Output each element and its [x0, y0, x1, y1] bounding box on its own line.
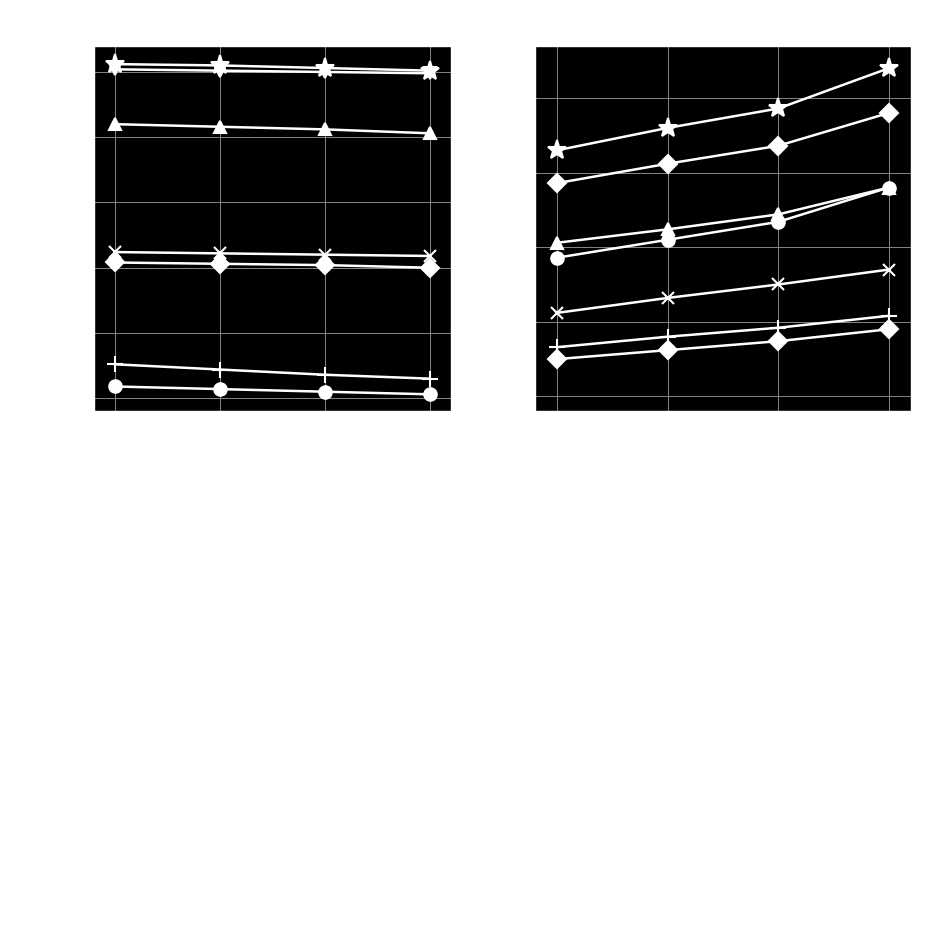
- Title: Density: Density: [213, 17, 331, 45]
- X-axis label: Temperature (°C): Temperature (°C): [636, 446, 810, 463]
- Y-axis label: k (W.m⁻¹.K⁻¹): k (W.m⁻¹.K⁻¹): [464, 162, 483, 297]
- Title: Thermal conductivity: Thermal conductivity: [557, 17, 889, 45]
- Y-axis label: ρ (kg.m⁻³): ρ (kg.m⁻³): [18, 178, 36, 281]
- X-axis label: Temperature (°C): Temperature (°C): [185, 446, 360, 463]
